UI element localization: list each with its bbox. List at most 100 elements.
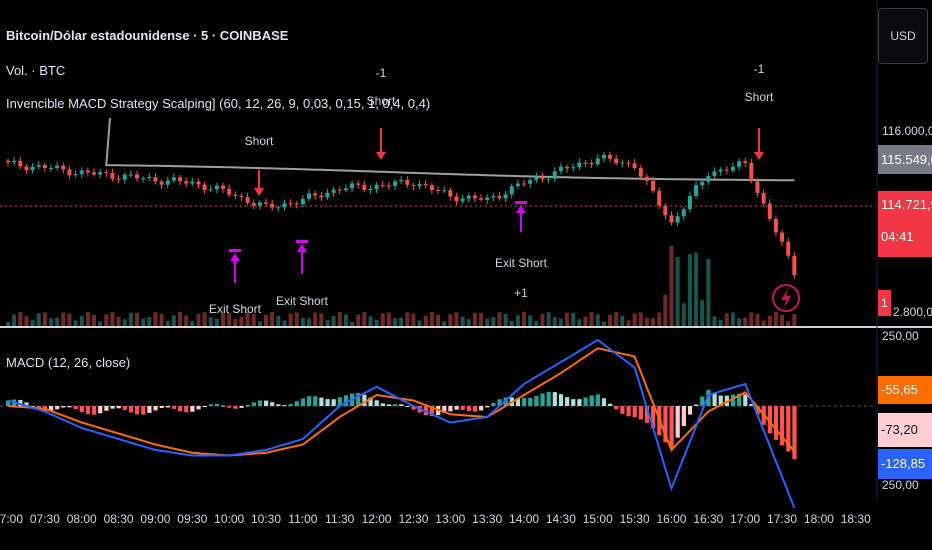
volume-bar bbox=[454, 312, 459, 326]
histogram-bar bbox=[202, 406, 207, 407]
volume-bar bbox=[257, 321, 262, 326]
volume-bar bbox=[503, 313, 508, 326]
histogram-bar bbox=[18, 399, 23, 406]
candle-body bbox=[780, 232, 785, 242]
volume-bar bbox=[552, 317, 557, 326]
strategy-legend[interactable]: Invencible MACD Strategy Scalping] (60, … bbox=[6, 96, 431, 111]
currency-button[interactable]: USD bbox=[878, 8, 928, 64]
volume-bar bbox=[221, 312, 226, 326]
candle-body bbox=[171, 177, 176, 181]
volume-bar bbox=[208, 317, 213, 326]
short-2-qty: -1 bbox=[375, 66, 387, 80]
volume-bar bbox=[712, 316, 717, 326]
volume-bar bbox=[479, 312, 484, 326]
volume-bar bbox=[749, 312, 754, 326]
candle-body bbox=[49, 167, 54, 169]
lightning-badge[interactable] bbox=[772, 284, 800, 312]
histogram-bar bbox=[6, 400, 11, 406]
volume-bar bbox=[558, 318, 563, 326]
volume-bars bbox=[6, 246, 797, 326]
candle-body bbox=[135, 174, 140, 179]
candle-body bbox=[454, 196, 459, 202]
histogram-bar bbox=[546, 391, 551, 406]
time-tick: 09:30 bbox=[177, 512, 208, 526]
time-tick: 07:30 bbox=[29, 512, 60, 526]
histogram-bar bbox=[282, 405, 287, 407]
short-3-qty: -1 bbox=[753, 62, 765, 76]
exit-2-label: Exit Short bbox=[275, 294, 329, 308]
histogram-bar bbox=[147, 406, 152, 413]
volume-bar bbox=[694, 252, 699, 326]
volume-bar bbox=[214, 318, 219, 326]
candle-body bbox=[632, 163, 637, 169]
volume-bar bbox=[657, 312, 662, 326]
volume-bar bbox=[644, 317, 649, 326]
volume-bar bbox=[448, 314, 453, 326]
macd-legend[interactable]: MACD (12, 26, close) bbox=[6, 355, 131, 370]
candle-body bbox=[755, 181, 760, 193]
candle-body bbox=[644, 176, 649, 181]
volume-bar bbox=[417, 320, 422, 326]
candle-body bbox=[485, 197, 490, 200]
histogram-bar bbox=[687, 406, 693, 415]
time-tick: 10:00 bbox=[214, 512, 245, 526]
candle-body bbox=[294, 203, 299, 205]
candle-body bbox=[257, 202, 262, 206]
short-arrowhead bbox=[376, 152, 386, 160]
candle-body bbox=[491, 195, 496, 198]
histogram-bar bbox=[245, 405, 250, 407]
volume-bar bbox=[386, 312, 391, 326]
candle-body bbox=[792, 255, 797, 276]
histogram-bar bbox=[730, 394, 736, 406]
candle-body bbox=[264, 202, 269, 204]
candle-body bbox=[239, 195, 244, 198]
candle-body bbox=[98, 172, 103, 175]
candlesticks bbox=[6, 151, 797, 279]
volume-bar bbox=[92, 314, 97, 326]
histogram-bar bbox=[67, 406, 72, 408]
candle-body bbox=[571, 167, 576, 169]
candle-body bbox=[325, 192, 330, 198]
histogram-bar bbox=[528, 397, 533, 406]
candle-body bbox=[694, 185, 699, 196]
volume-bar bbox=[577, 319, 582, 326]
volume-bar bbox=[36, 313, 41, 326]
volume-bar bbox=[350, 321, 355, 326]
chart-title[interactable]: Bitcoin/Dólar estadounidense · 5 · COINB… bbox=[6, 28, 289, 43]
histogram-bar bbox=[405, 405, 410, 407]
histogram-bar bbox=[638, 406, 643, 420]
histogram-bar bbox=[196, 406, 201, 410]
volume-bar bbox=[442, 321, 447, 326]
candle-body bbox=[153, 176, 158, 182]
exit-mark bbox=[515, 201, 527, 204]
histogram-bar bbox=[294, 401, 299, 406]
volume-bar bbox=[786, 321, 791, 326]
histogram-bar bbox=[737, 393, 742, 406]
volume-bar bbox=[184, 315, 189, 326]
candle-body bbox=[552, 171, 557, 179]
histogram-bar bbox=[792, 406, 797, 460]
candle-body bbox=[761, 192, 766, 204]
histogram-bar bbox=[380, 403, 385, 406]
histogram-bar bbox=[264, 400, 269, 406]
candle-body bbox=[700, 181, 705, 186]
volume-bar bbox=[79, 315, 84, 326]
exit-3-qty: +1 bbox=[514, 286, 528, 300]
exit-mark bbox=[296, 240, 308, 243]
histogram-bar bbox=[116, 406, 121, 409]
time-tick: 18:30 bbox=[840, 512, 871, 526]
volume-bar bbox=[12, 314, 17, 326]
candle-body bbox=[190, 181, 195, 184]
volume-bar bbox=[405, 312, 410, 326]
histogram-bar bbox=[141, 406, 146, 415]
histogram-bar bbox=[595, 394, 600, 406]
volume-bar bbox=[620, 315, 625, 326]
candle-body bbox=[319, 195, 324, 198]
volume-legend[interactable]: Vol. · BTC bbox=[6, 63, 66, 78]
volume-bar bbox=[233, 319, 238, 326]
volume-bar bbox=[362, 312, 367, 326]
candle-body bbox=[540, 176, 545, 180]
candle-body bbox=[743, 161, 748, 163]
candle-body bbox=[368, 188, 373, 191]
histogram-bar bbox=[626, 406, 631, 417]
